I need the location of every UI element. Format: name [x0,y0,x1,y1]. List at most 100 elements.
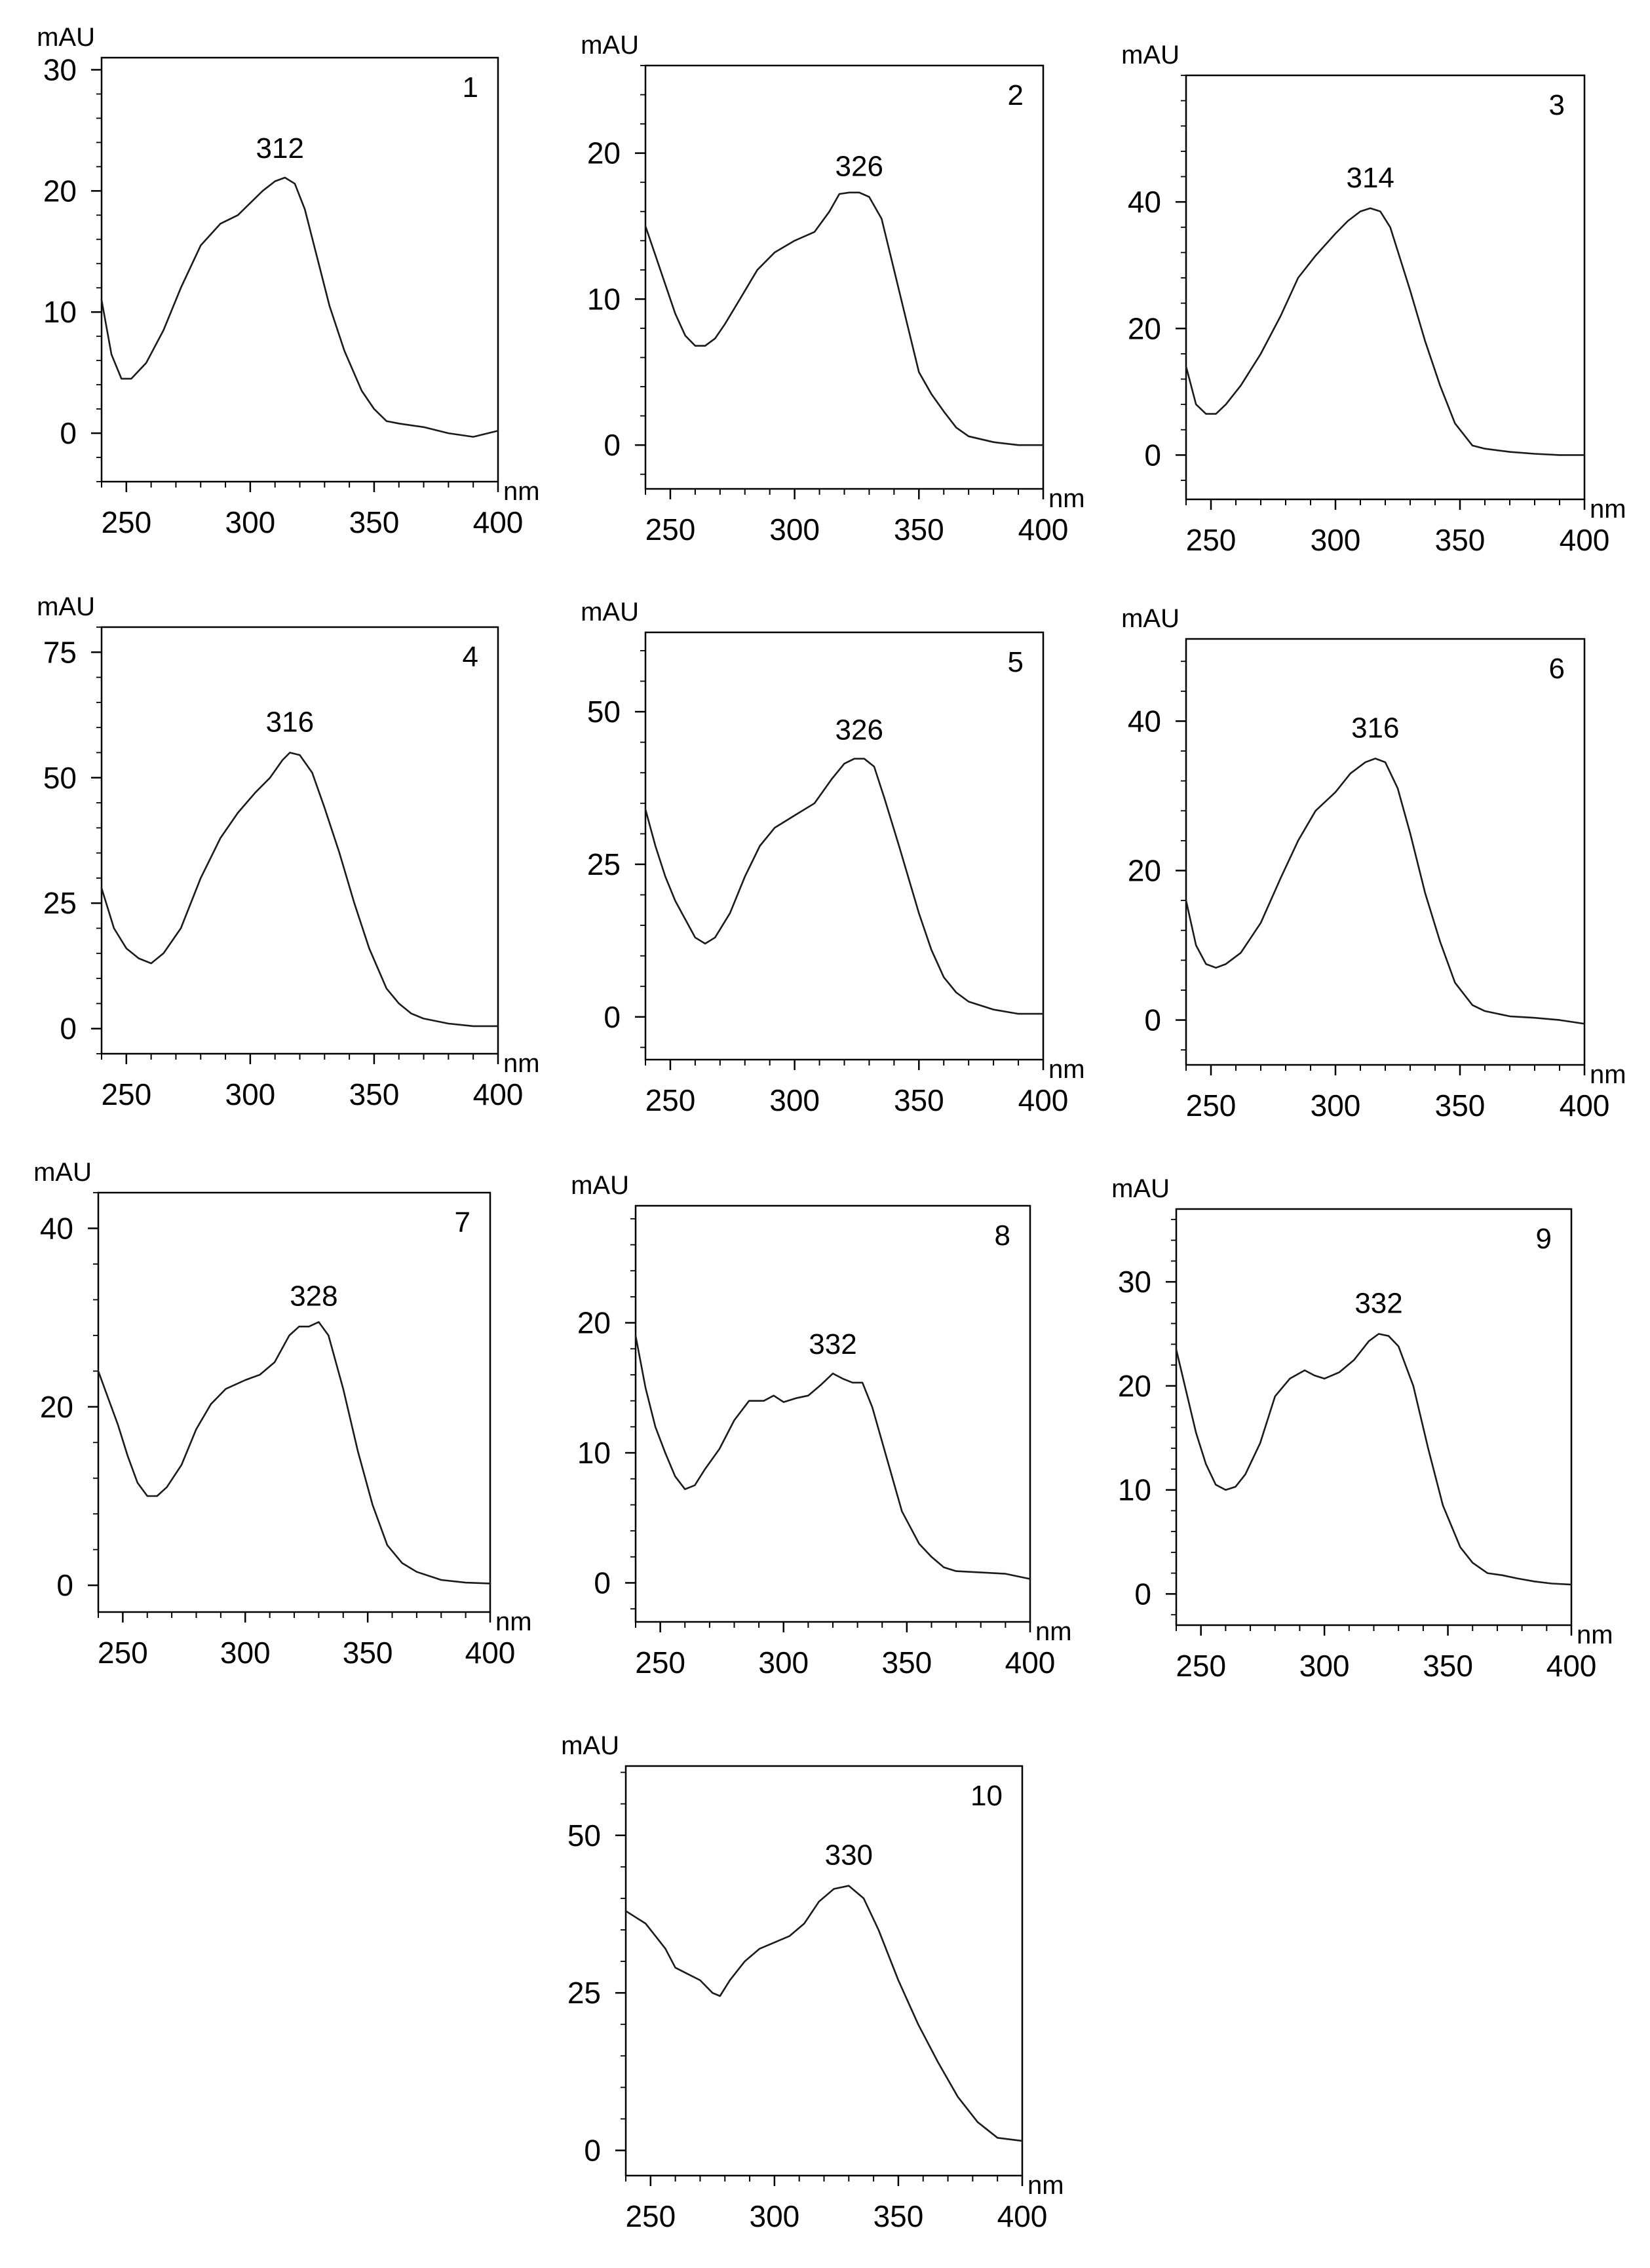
spectrum-panel-5: 250 300 350 400 0 25 50 mAU nm 5 326 [581,598,1085,1117]
spectrum-panel-2: 250 300 350 400 0 10 20 mAU nm 2 326 [581,31,1085,547]
spectrum-panel-8: 250 300 350 400 0 10 20 mAU nm 8 332 [571,1171,1071,1680]
panel-number: 9 [1536,1223,1552,1255]
x-tick-label: 400 [1005,1645,1056,1680]
y-axis-label: mAU [581,31,639,60]
x-tick-label: 250 [1176,1649,1226,1683]
peak-label: 332 [809,1328,856,1360]
y-tick-label: 0 [604,1000,621,1034]
spectrum-line [1175,1333,1573,1586]
x-tick-label: 300 [769,1083,820,1117]
y-tick-label: 30 [43,52,77,86]
spectrum-panel-9: 250 300 350 400 0 10 20 30 mAU nm 9 332 [1111,1174,1613,1683]
y-tick-label: 0 [1144,438,1161,472]
x-tick-label: 400 [1560,1088,1610,1123]
peak-label: 312 [256,132,304,164]
spectrum-panel-10: 250 300 350 400 0 25 50 mAU nm 10 330 [561,1731,1064,2233]
spectrum-line [97,1321,491,1585]
x-tick-label: 350 [894,1083,944,1117]
y-tick-label: 40 [40,1211,73,1245]
y-tick-label: 30 [1118,1265,1151,1299]
x-tick-label: 250 [645,512,696,547]
x-tick-label: 300 [220,1636,271,1670]
y-tick-label: 20 [1118,1369,1151,1403]
x-tick-label: 350 [873,2199,924,2233]
peak-label: 326 [835,714,883,746]
spectrum-line [624,1885,1024,2142]
y-axis-label: mAU [37,592,95,621]
x-tick-label: 400 [1546,1649,1597,1683]
y-axis-label: mAU [561,1731,619,1760]
x-tick-label: 250 [645,1083,696,1117]
plot-frame [97,1191,491,1613]
y-axis-label: mAU [1121,41,1180,69]
y-tick-label: 20 [1128,854,1161,888]
spectrum-line [644,191,1045,446]
x-axis-label: nm [1048,1055,1085,1084]
peak-label: 328 [290,1280,337,1312]
y-tick-label: 10 [43,295,77,329]
x-axis-label: nm [495,1607,532,1636]
plot-frame [644,64,1045,490]
y-tick-label: 50 [587,695,621,729]
x-axis-label: nm [1048,484,1085,513]
spectrum-panel-6: 250 300 350 400 0 20 40 mAU nm 6 316 [1121,604,1626,1123]
x-tick-label: 400 [997,2199,1048,2233]
x-axis-label: nm [503,477,540,506]
plot-frame [634,1204,1031,1623]
y-axis-label: mAU [1111,1174,1170,1203]
plot-frame [1185,638,1586,1066]
panel-number: 1 [463,71,478,104]
y-tick-label: 0 [584,2134,601,2168]
plot-frame [1185,74,1586,501]
y-tick-label: 10 [577,1436,611,1470]
spectrum-line [100,176,499,438]
y-axis-label: mAU [581,598,639,626]
peak-label: 316 [1351,712,1399,744]
x-tick-label: 350 [1423,1649,1473,1683]
y-tick-label: 0 [60,416,77,450]
y-tick-label: 20 [587,136,621,170]
y-tick-label: 40 [1128,185,1161,219]
x-tick-label: 400 [465,1636,516,1670]
x-tick-label: 300 [769,512,820,547]
plot-frame [100,56,499,483]
panel-number: 3 [1549,89,1565,121]
x-tick-label: 350 [349,1077,400,1111]
y-tick-label: 10 [1118,1473,1151,1507]
x-axis-label: nm [1027,2171,1064,2200]
y-axis-label: mAU [37,23,95,52]
x-tick-label: 400 [1018,1083,1069,1117]
plot-frame [100,626,499,1055]
spectrum-line [634,1335,1031,1580]
y-tick-label: 0 [1144,1003,1161,1037]
x-tick-label: 300 [1299,1649,1350,1683]
x-tick-label: 250 [1186,1088,1237,1123]
x-tick-label: 400 [473,505,524,539]
x-tick-label: 300 [758,1645,809,1680]
y-tick-label: 20 [43,174,77,208]
x-tick-label: 250 [101,505,151,539]
y-tick-label: 40 [1128,704,1161,738]
y-tick-label: 0 [1134,1577,1151,1611]
spectrum-panel-3: 250 300 350 400 0 20 40 mAU nm 3 314 [1121,41,1626,557]
panel-number: 2 [1008,79,1024,111]
y-tick-label: 25 [43,886,77,920]
spectrum-panel-7: 250 300 350 400 0 20 40 mAU nm 7 328 [33,1158,532,1670]
y-tick-label: 0 [594,1566,611,1600]
x-tick-label: 400 [1560,523,1610,557]
panel-number: 5 [1008,646,1024,678]
x-axis-label: nm [503,1049,540,1078]
y-tick-label: 20 [577,1306,611,1340]
y-tick-label: 0 [60,1012,77,1046]
y-tick-label: 20 [1128,311,1161,345]
x-tick-label: 300 [750,2199,800,2233]
panel-number: 10 [970,1780,1003,1812]
y-axis-label: mAU [33,1158,92,1187]
y-axis-label: mAU [571,1171,629,1200]
spectrum-line [1185,758,1586,1025]
peak-label: 332 [1354,1288,1402,1320]
plot-frame [644,631,1045,1061]
y-tick-label: 50 [567,1818,601,1853]
x-tick-label: 300 [225,505,276,539]
